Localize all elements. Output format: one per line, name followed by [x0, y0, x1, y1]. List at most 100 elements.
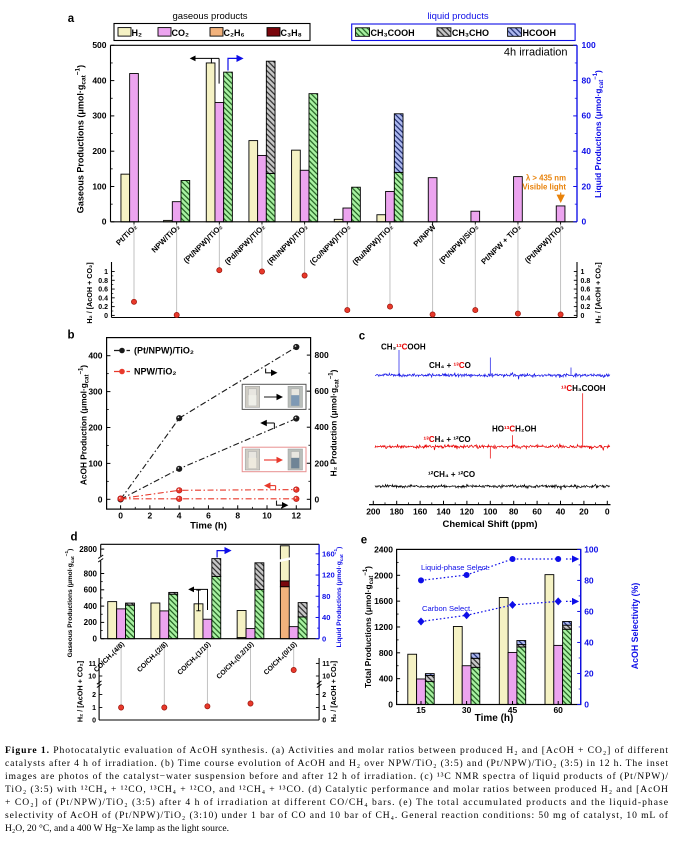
- svg-text:80: 80: [322, 592, 330, 601]
- svg-text:100: 100: [88, 458, 102, 468]
- svg-text:Liquid Productions (μmol·gcat−: Liquid Productions (μmol·gcat−1): [593, 70, 605, 198]
- svg-text:Figure 1. Photocatalytic evalu: Figure 1. Photocatalytic evaluation of A…: [5, 745, 668, 756]
- svg-text:30: 30: [462, 705, 472, 715]
- svg-text:12: 12: [292, 511, 302, 521]
- svg-text:120: 120: [460, 507, 474, 517]
- svg-text:2: 2: [92, 692, 96, 699]
- svg-text:10: 10: [88, 674, 96, 681]
- svg-text:¹³CH₄ + ¹²CO: ¹³CH₄ + ¹²CO: [424, 435, 471, 444]
- svg-text:2: 2: [148, 511, 153, 521]
- svg-text:100: 100: [483, 507, 497, 517]
- svg-text:6: 6: [206, 511, 211, 521]
- svg-text:C₂H₆: C₂H₆: [224, 28, 245, 38]
- svg-text:1600: 1600: [374, 596, 393, 606]
- svg-text:100: 100: [92, 181, 106, 191]
- svg-text:0: 0: [584, 700, 589, 710]
- svg-text:Liquid-phase Select.: Liquid-phase Select.: [421, 563, 490, 572]
- svg-text:catalysts after 4 h of irradia: catalysts after 4 h of irradiation. (b) …: [5, 758, 668, 769]
- svg-text:0.8: 0.8: [581, 278, 591, 285]
- svg-text:200: 200: [92, 146, 106, 156]
- svg-text:180: 180: [390, 507, 404, 517]
- svg-text:4h irradiation: 4h irradiation: [504, 47, 568, 59]
- svg-text:140: 140: [436, 507, 450, 517]
- svg-text:0: 0: [388, 700, 393, 710]
- svg-text:(Pt/NPW)/TiO₂: (Pt/NPW)/TiO₂: [134, 346, 194, 356]
- svg-text:300: 300: [88, 387, 102, 397]
- svg-text:11: 11: [322, 661, 330, 668]
- svg-text:a: a: [68, 13, 75, 25]
- svg-text:CH₃CHO: CH₃CHO: [452, 28, 489, 38]
- svg-text:400: 400: [379, 674, 393, 684]
- svg-text:60: 60: [532, 507, 542, 517]
- svg-text:45: 45: [508, 705, 518, 715]
- svg-text:H₂: H₂: [132, 28, 143, 38]
- svg-text:0.8: 0.8: [98, 278, 108, 285]
- svg-text:0.6: 0.6: [98, 287, 108, 294]
- svg-text:800: 800: [315, 350, 329, 360]
- svg-text:20: 20: [582, 181, 592, 191]
- svg-text:CO₂: CO₂: [172, 28, 190, 38]
- svg-text:CH₃COOH: CH₃COOH: [371, 28, 415, 38]
- svg-text:CH₄ + ¹³CO: CH₄ + ¹³CO: [429, 361, 471, 370]
- svg-text:100: 100: [582, 40, 596, 50]
- svg-text:40: 40: [582, 146, 592, 156]
- svg-text:200: 200: [366, 507, 380, 517]
- svg-text:0: 0: [104, 313, 108, 320]
- svg-text:10: 10: [322, 674, 330, 681]
- svg-text:Gaseous Productions (μmol·gcat: Gaseous Productions (μmol·gcat−1): [64, 549, 76, 658]
- svg-text:2400: 2400: [374, 544, 393, 554]
- svg-text:200: 200: [315, 458, 329, 468]
- svg-text:H₂ / [AcOH + CO₂]: H₂ / [AcOH + CO₂]: [594, 262, 603, 323]
- svg-text:Carbon Select.: Carbon Select.: [422, 604, 472, 613]
- svg-text:e: e: [361, 535, 367, 547]
- svg-text:selectivity of AcOH of (Pt/NPW: selectivity of AcOH of (Pt/NPW)/TiO₂ (3:…: [5, 810, 669, 821]
- svg-text:c: c: [359, 331, 366, 343]
- svg-text:1200: 1200: [374, 622, 393, 632]
- svg-text:H₂ / [AcOH + CO₂]: H₂ / [AcOH + CO₂]: [76, 661, 85, 722]
- svg-text:40: 40: [556, 507, 566, 517]
- svg-text:b: b: [67, 330, 74, 342]
- svg-text:400: 400: [88, 351, 102, 361]
- svg-text:HO¹³CH₂OH: HO¹³CH₂OH: [492, 425, 537, 434]
- svg-text:CH₃¹³COOH: CH₃¹³COOH: [381, 343, 426, 352]
- svg-text:Chemical Shift (ppm): Chemical Shift (ppm): [442, 519, 537, 530]
- svg-text:AcOH Selectivity (%): AcOH Selectivity (%): [630, 583, 640, 670]
- svg-text:2800: 2800: [79, 545, 97, 554]
- svg-text:NPW/TiO₂: NPW/TiO₂: [134, 367, 176, 377]
- svg-text:H₂ / [AcOH + CO₂]: H₂ / [AcOH + CO₂]: [329, 661, 338, 722]
- svg-text:¹²CH₄ + ¹²CO: ¹²CH₄ + ¹²CO: [428, 470, 475, 479]
- svg-text:400: 400: [92, 75, 106, 85]
- svg-text:HCOOH: HCOOH: [523, 28, 557, 38]
- svg-text:160: 160: [413, 507, 427, 517]
- svg-text:60: 60: [553, 705, 563, 715]
- svg-text:8: 8: [235, 511, 240, 521]
- svg-text:0: 0: [581, 313, 585, 320]
- svg-text:H₂ / [AcOH + CO₂]: H₂ / [AcOH + CO₂]: [85, 262, 94, 323]
- svg-text:80: 80: [509, 507, 519, 517]
- svg-text:H₂ Production (μmol·gcat−1): H₂ Production (μmol·gcat−1): [329, 369, 341, 476]
- svg-text:80: 80: [582, 75, 592, 85]
- svg-text:0: 0: [93, 635, 98, 644]
- svg-text:Gaseous Productions (μmol·gcat: Gaseous Productions (μmol·gcat−1): [75, 65, 88, 213]
- svg-text:15: 15: [416, 705, 426, 715]
- svg-text:1: 1: [581, 269, 585, 276]
- svg-text:0.2: 0.2: [581, 304, 591, 311]
- svg-text:0: 0: [322, 634, 326, 643]
- svg-text:200: 200: [84, 618, 98, 627]
- svg-text:100: 100: [584, 544, 598, 554]
- svg-text:1: 1: [104, 269, 108, 276]
- svg-text:0: 0: [98, 494, 103, 504]
- svg-text:AcOH Production (μmol·gcat−1): AcOH Production (μmol·gcat−1): [79, 365, 91, 485]
- svg-text:0: 0: [582, 217, 587, 227]
- svg-text:60: 60: [582, 111, 592, 121]
- svg-text:Time (h): Time (h): [190, 521, 227, 532]
- svg-text:400: 400: [315, 422, 329, 432]
- svg-text:0.4: 0.4: [581, 295, 591, 302]
- svg-text:gaseous products: gaseous products: [173, 11, 248, 22]
- svg-text:¹³CH₃COOH: ¹³CH₃COOH: [561, 384, 606, 393]
- svg-text:1: 1: [92, 705, 96, 712]
- svg-text:Visible light: Visible light: [522, 183, 566, 192]
- svg-text:Liquid Productions (μmol·gcat−: Liquid Productions (μmol·gcat−1): [333, 547, 345, 648]
- svg-text:11: 11: [89, 661, 97, 668]
- svg-text:0.6: 0.6: [581, 287, 591, 294]
